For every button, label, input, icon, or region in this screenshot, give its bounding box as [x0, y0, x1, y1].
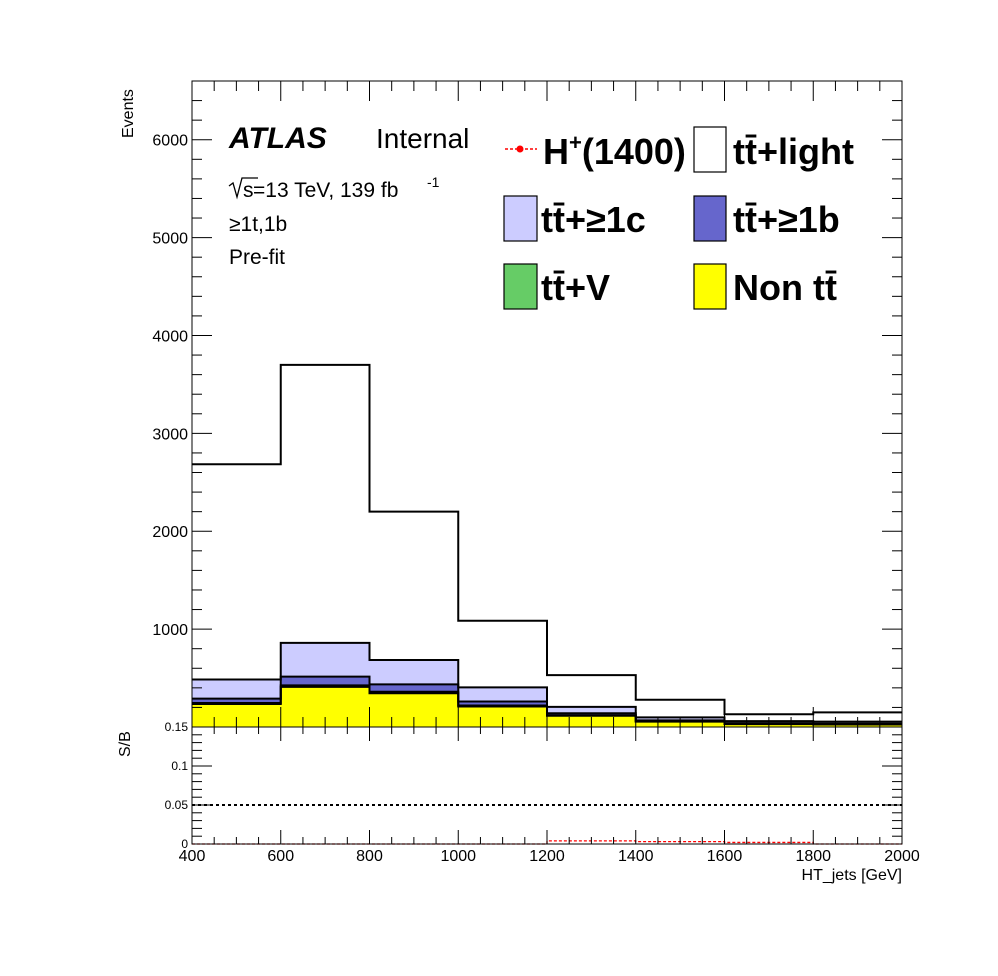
y-axis-label: Events	[120, 89, 137, 138]
bar-tt-1b-800	[370, 684, 459, 691]
atlas-label: ATLAS	[228, 122, 327, 155]
internal-label: Internal	[376, 123, 469, 154]
energy-s: s	[243, 179, 254, 202]
bar-tt-light-1000	[458, 621, 547, 688]
x-tick-label-2000: 2000	[884, 848, 920, 865]
bar-tt-light-800	[370, 512, 459, 660]
x-tick-label-600: 600	[267, 848, 294, 865]
legend-entry-tt-1b: tt̄+≥1b	[694, 196, 840, 241]
bar-tt-light-1200	[547, 675, 636, 707]
x-tick-label-1200: 1200	[529, 848, 565, 865]
x-tick-label-400: 400	[179, 848, 206, 865]
ratio-y-tick-label-0.05: 0.05	[165, 798, 189, 812]
non-tt-swatch	[694, 264, 726, 309]
y-tick-label-4000: 4000	[152, 328, 188, 345]
tt-1c-swatch	[504, 196, 537, 241]
region-label: ≥1t,1b	[229, 213, 287, 236]
bar-tt-1c-600	[281, 643, 370, 677]
x-tick-label-1000: 1000	[440, 848, 476, 865]
x-tick-label-1800: 1800	[795, 848, 831, 865]
bar-tt-1c-400	[192, 680, 281, 699]
bar-tt-1c-1000	[458, 687, 547, 701]
ratio-y-tick-label-0.1: 0.1	[171, 759, 188, 773]
legend-tt-light-label: tt̄+light	[733, 131, 854, 172]
legend-tt-1c-label: tt̄+≥1c	[541, 199, 646, 240]
legend-tt-1b-label: tt̄+≥1b	[733, 199, 840, 240]
ratio-y-tick-label-0.15: 0.15	[165, 720, 189, 734]
x-tick-label-1600: 1600	[707, 848, 743, 865]
fit-state-label: Pre-fit	[229, 246, 285, 269]
y-tick-label-3000: 3000	[152, 426, 188, 443]
x-tick-label-1400: 1400	[618, 848, 654, 865]
y-tick-label-5000: 5000	[152, 231, 188, 248]
bar-tt-light-1400	[636, 700, 725, 718]
legend-entry-non-tt: Non tt̄	[694, 264, 837, 309]
legend-entry-tt-1c: tt̄+≥1c	[504, 196, 646, 241]
y-tick-label-1000: 1000	[152, 622, 188, 639]
legend-non-tt-label: Non tt̄	[733, 267, 837, 308]
energy-text: =13 TeV, 139 fb	[253, 179, 398, 202]
energy-exponent: -1	[427, 174, 440, 190]
legend-entry-tt-light: tt̄+light	[694, 127, 854, 172]
y-tick-label-6000: 6000	[152, 133, 188, 150]
x-tick-label-800: 800	[356, 848, 383, 865]
tt-light-swatch	[694, 127, 726, 172]
signal-marker-swatch	[517, 146, 524, 153]
legend-entry-tt-v: tt̄+V	[504, 264, 610, 309]
bar-tt-1c-800	[370, 660, 459, 684]
x-tick-labels: 400 600 800 1000 1200 1400 1600 1800 2000	[179, 848, 920, 865]
legend-signal-label: H+(1400)	[543, 130, 686, 172]
bar-tt-1b-600	[281, 677, 370, 686]
bar-tt-light-400	[192, 464, 281, 679]
legend-tt-v-label: tt̄+V	[541, 267, 610, 308]
tt-1b-swatch	[694, 196, 726, 241]
bar-tt-light-600	[281, 365, 370, 643]
x-axis-label: HT_jets [GeV]	[802, 867, 902, 884]
tt-v-swatch	[504, 264, 537, 309]
ratio-y-axis-label: S/B	[117, 731, 134, 757]
y-tick-label-2000: 2000	[152, 524, 188, 541]
